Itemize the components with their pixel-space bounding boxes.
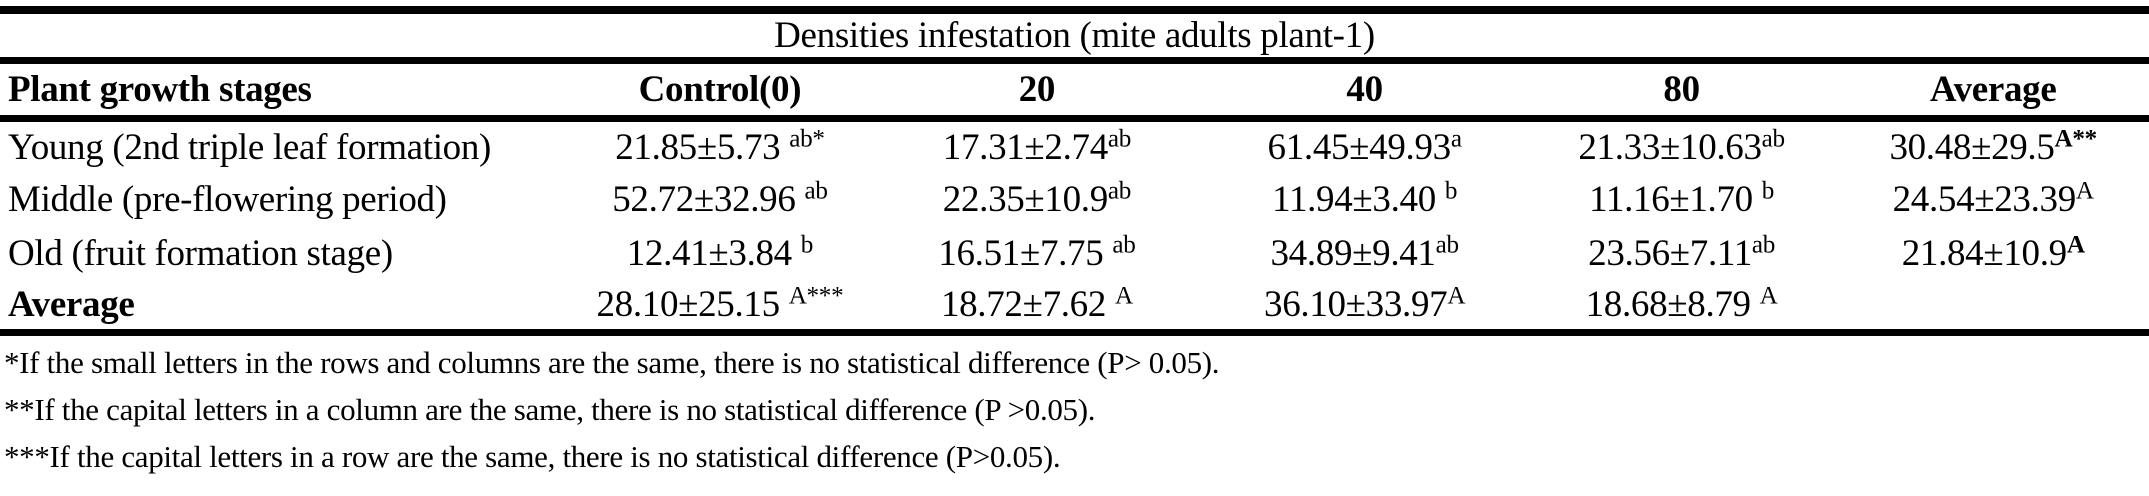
row-label: Young (2nd triple leaf formation) <box>8 126 492 168</box>
significance-superscript: A <box>1447 282 1466 310</box>
table-row: Average 28.10±25.15 A*** 18.72±7.62 A 36.10… <box>0 280 2149 336</box>
footnote: **If the capital letters in a column are… <box>4 392 1096 427</box>
densities-table: Densities infestation (mite adults plant… <box>0 6 2149 336</box>
footnotes-section: *If the small letters in the rows and co… <box>0 336 2149 474</box>
significance-superscript: ab <box>1112 231 1136 259</box>
value-cell: 28.10±25.15 A*** <box>569 280 871 336</box>
significance-superscript: A <box>1114 282 1133 310</box>
column-header-40: 40 <box>1203 60 1526 122</box>
column-header-80: 80 <box>1525 60 1838 122</box>
value-cell: 36.10±33.97A <box>1203 280 1526 336</box>
significance-superscript: ab <box>1761 125 1785 153</box>
value-cell: 30.48±29.5A** <box>1889 125 2098 168</box>
significance-superscript: A** <box>2054 125 2098 153</box>
column-header-control: Control(0) <box>569 60 871 122</box>
significance-superscript: ab* <box>789 125 825 153</box>
column-header-20: 20 <box>870 60 1204 122</box>
spanning-header: Densities infestation (mite adults plant… <box>0 10 2149 64</box>
value-cell: 16.51±7.75 ab <box>938 231 1136 274</box>
significance-superscript: ab <box>1107 177 1131 205</box>
significance-superscript: ab <box>1435 231 1459 259</box>
value-cell: 18.68±8.79 A <box>1525 280 1838 336</box>
significance-superscript: A <box>1759 282 1778 310</box>
value-cell: 11.94±3.40 b <box>1272 177 1458 220</box>
significance-superscript: ab <box>1107 125 1131 153</box>
column-header-average: Average <box>1837 60 2149 122</box>
value-cell <box>1837 280 2149 336</box>
value-cell: 21.33±10.63ab <box>1578 125 1785 168</box>
row-label: Average <box>0 280 570 336</box>
value-cell: 61.45±49.93a <box>1267 125 1462 168</box>
significance-superscript: b <box>1761 177 1775 205</box>
value-cell: 52.72±32.96 ab <box>612 177 828 220</box>
value-cell: 12.41±3.84 b <box>626 231 814 274</box>
significance-superscript: A <box>2066 231 2085 259</box>
table-row: Young (2nd triple leaf formation) 21.85±5… <box>0 119 2149 173</box>
value-cell: 34.89±9.41ab <box>1270 231 1460 274</box>
significance-superscript: b <box>800 231 814 259</box>
column-header-plant-growth-stages: Plant growth stages <box>0 60 570 122</box>
value-cell: 11.16±1.70 b <box>1589 177 1775 220</box>
value-cell: 23.56±7.11ab <box>1588 231 1775 274</box>
significance-superscript: a <box>1450 125 1462 153</box>
table-body: Young (2nd triple leaf formation) 21.85±5… <box>0 119 2149 336</box>
table-row: Middle (pre-flowering period) 52.72±32.96… <box>0 173 2149 227</box>
row-label: Middle (pre-flowering period) <box>8 179 447 220</box>
significance-superscript: b <box>1444 177 1458 205</box>
footnote: *If the small letters in the rows and co… <box>4 345 1220 380</box>
spanning-header-row: Densities infestation (mite adults plant… <box>0 10 2149 64</box>
significance-superscript: A <box>2075 177 2094 205</box>
value-cell: 17.31±2.74ab <box>942 125 1132 168</box>
significance-superscript: ab <box>804 177 828 205</box>
value-cell: 18.72±7.62 A <box>870 280 1204 336</box>
value-cell: 21.85±5.73 ab* <box>615 125 825 168</box>
footnote: ***If the capital letters in a row are t… <box>4 439 1061 474</box>
value-cell: 22.35±10.9ab <box>942 177 1132 220</box>
significance-superscript: A*** <box>788 282 844 310</box>
value-cell: 24.54±23.39A <box>1892 177 2094 220</box>
row-label: Old (fruit formation stage) <box>8 233 393 274</box>
column-header-row: Plant growth stages Control(0) 20 40 80 … <box>0 60 2149 122</box>
table-row: Old (fruit formation stage) 12.41±3.84 b 1… <box>0 227 2149 281</box>
significance-superscript: ab <box>1751 231 1775 259</box>
value-cell: 21.84±10.9A <box>1901 231 2085 274</box>
